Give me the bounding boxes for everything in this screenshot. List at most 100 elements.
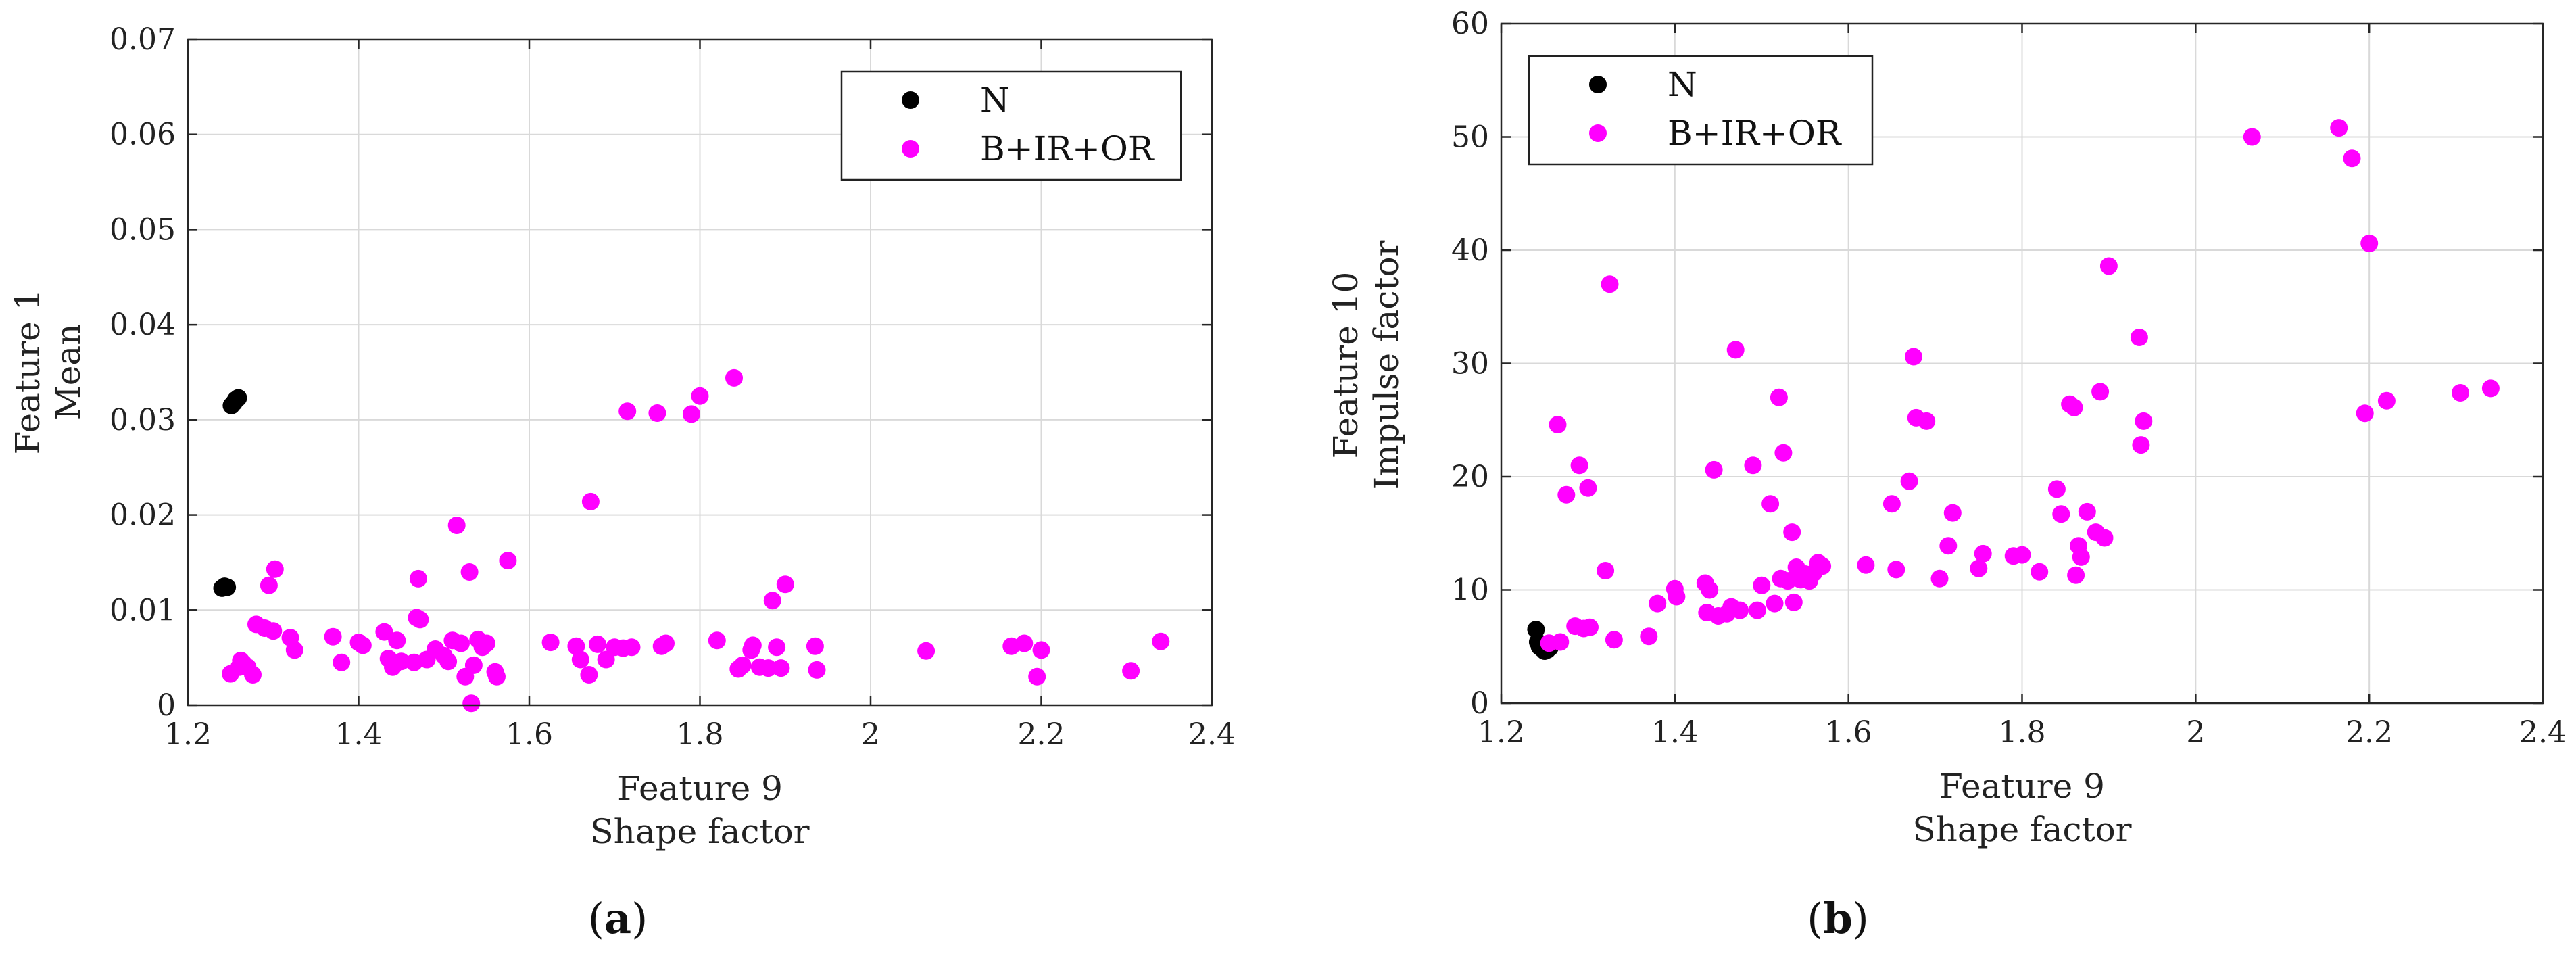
data-point — [618, 402, 637, 421]
data-point — [1570, 456, 1588, 475]
legend: N B+IR+OR — [840, 70, 1182, 181]
data-point — [1028, 667, 1046, 686]
data-point — [1601, 275, 1619, 293]
series-b-ir-or — [1540, 119, 2500, 652]
data-point — [1748, 601, 1766, 619]
data-point — [1122, 662, 1140, 680]
data-point — [2452, 384, 2469, 402]
x-tick-label: 1.6 — [1825, 715, 1872, 750]
data-point — [264, 622, 283, 640]
y-tick-label: 40 — [1451, 233, 1489, 268]
data-point — [1766, 594, 1784, 613]
y-tick-label: 0.04 — [110, 308, 176, 342]
chart-a: 1.2 1.4 1.6 1.8 2 2.2 2.4 0 0.01 0.02 0.03 0.04 0.05… — [8, 22, 1236, 943]
data-point — [1551, 633, 1570, 651]
data-point — [1032, 641, 1050, 659]
data-point — [725, 368, 743, 387]
y-tick-label: 20 — [1451, 460, 1489, 494]
x-tick-label: 2.4 — [1188, 717, 1236, 752]
x-tick-label: 2 — [2186, 715, 2205, 750]
legend: N B+IR+OR — [1528, 55, 1874, 166]
data-point — [708, 631, 726, 650]
data-point — [477, 634, 495, 652]
data-point — [1152, 632, 1170, 650]
y-tick-label: 0.03 — [110, 403, 176, 437]
x-tick-label: 2.2 — [1018, 717, 1065, 752]
data-point — [2330, 119, 2348, 137]
data-point — [1579, 479, 1597, 497]
data-point — [244, 666, 262, 684]
data-point — [1774, 444, 1793, 462]
x-tick-label: 2.2 — [2346, 715, 2393, 750]
data-point — [1640, 627, 1658, 646]
x-tick-label: 1.2 — [164, 717, 212, 752]
data-point — [218, 578, 237, 596]
data-point — [1943, 504, 1962, 522]
chart-b: 1.2 1.4 1.6 1.8 2 2.2 2.4 0 10 20 30 40 50 60 Feature … — [1326, 7, 2567, 943]
data-point — [447, 517, 466, 534]
data-point — [2132, 436, 2150, 454]
data-point — [2072, 548, 2090, 566]
data-point — [1605, 631, 1623, 649]
y-axis-sublabel: Mean — [49, 324, 88, 421]
data-point — [2078, 502, 2096, 521]
data-point — [462, 694, 481, 713]
x-axis-label: Feature 9 — [1939, 767, 2105, 806]
data-point — [776, 575, 794, 594]
data-point — [392, 652, 410, 671]
data-point — [2047, 480, 2066, 498]
data-point — [439, 652, 458, 671]
y-tick-label: 0.01 — [110, 593, 176, 627]
data-point — [571, 650, 589, 669]
legend-marker — [1589, 124, 1607, 142]
data-point — [266, 560, 284, 578]
data-point — [2065, 398, 2083, 416]
data-point — [541, 634, 560, 652]
data-point — [2243, 128, 2261, 146]
data-point — [499, 552, 517, 570]
y-tick-label: 0 — [1470, 686, 1489, 721]
panel-caption: (b) — [1807, 894, 1869, 943]
data-point — [260, 576, 278, 594]
y-tick-label: 50 — [1451, 120, 1489, 155]
y-axis-label: Feature 1 — [8, 289, 47, 455]
legend-marker — [902, 91, 919, 109]
data-point — [917, 642, 935, 660]
series-b-ir-or — [222, 368, 1170, 713]
data-point — [763, 592, 781, 610]
data-point — [2091, 383, 2110, 401]
legend-entry: B+IR+OR — [1668, 114, 1842, 153]
data-point — [1770, 388, 1788, 406]
data-point — [806, 637, 824, 655]
data-point — [1731, 601, 1749, 619]
data-point — [2031, 563, 2049, 581]
data-point — [354, 636, 372, 654]
data-point — [2099, 257, 2118, 275]
x-tick-label: 1.6 — [506, 717, 553, 752]
data-point — [1668, 588, 1686, 606]
data-point — [2130, 329, 2148, 346]
data-point — [1814, 557, 1832, 575]
data-point — [733, 656, 752, 674]
data-point — [1900, 472, 1918, 490]
data-point — [1726, 341, 1745, 359]
series-n — [213, 389, 247, 597]
data-point — [464, 656, 483, 674]
data-point — [324, 627, 342, 646]
legend-marker — [1589, 76, 1607, 93]
data-point — [768, 638, 786, 657]
data-point — [1597, 562, 1615, 579]
data-point — [648, 404, 666, 422]
legend-entry: N — [980, 80, 1010, 120]
data-point — [2095, 529, 2114, 547]
data-point — [2343, 149, 2361, 168]
x-axis-sublabel: Shape factor — [1912, 810, 2131, 849]
data-point — [623, 638, 641, 657]
x-tick-label: 1.8 — [1999, 715, 2046, 750]
data-point — [1753, 576, 1771, 594]
data-point — [1557, 485, 1576, 504]
data-point — [1939, 537, 1958, 555]
y-tick-label: 0.02 — [110, 498, 176, 533]
data-point — [1783, 523, 1801, 542]
x-tick-label: 1.8 — [677, 717, 724, 752]
